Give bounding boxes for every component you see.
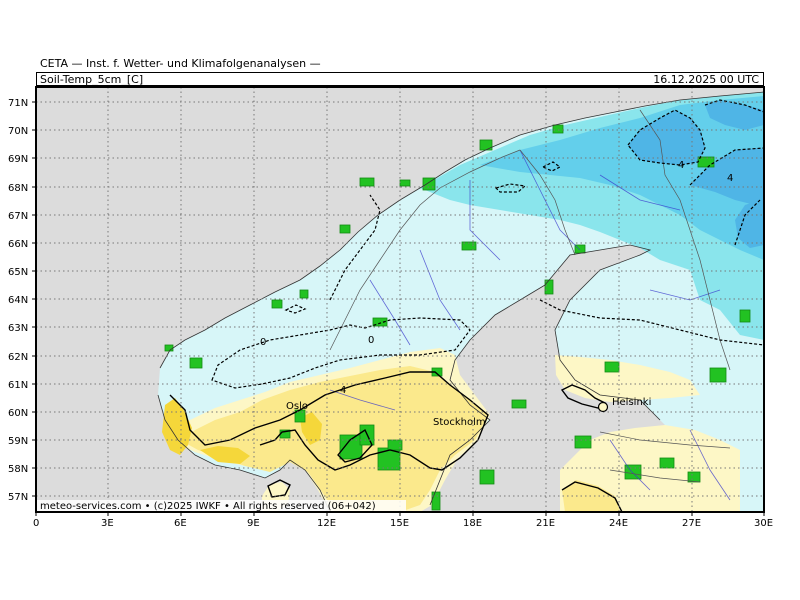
lat-label-64: 64N — [8, 295, 28, 306]
city-label-helsinki: Helsinki — [612, 397, 651, 408]
lat-axis: 71N 70N 69N 68N 67N 66N 65N 64N 63N 62N … — [8, 98, 36, 503]
lon-label-27e: 27E — [682, 518, 701, 529]
land-finland-south — [555, 355, 700, 402]
glacier-patches — [164, 124, 751, 511]
lon-label-21e: 21E — [536, 518, 555, 529]
city-helsinki: Helsinki — [597, 397, 651, 413]
city-label-stockholm: Stockholm — [433, 417, 486, 428]
lat-label-60: 60N — [8, 408, 28, 419]
lat-label-69: 69N — [8, 154, 28, 165]
lon-axis: 0 3E 6E 9E 12E 15E 18E 21E 24E 27E 30E — [33, 512, 773, 529]
city-label-oslo: Oslo — [286, 401, 308, 412]
city-stockholm: Stockholm — [433, 417, 486, 428]
lon-label-0: 0 — [33, 518, 39, 529]
lat-label-57: 57N — [8, 492, 28, 503]
contour-label-4c: 4 — [727, 173, 733, 184]
lon-label-15e: 15E — [390, 518, 409, 529]
lat-label-62: 62N — [8, 352, 28, 363]
parameter-label: Soil-Temp_5cm_[C] — [40, 73, 144, 86]
lat-label-58: 58N — [8, 464, 28, 475]
lat-label-67: 67N — [8, 211, 28, 222]
lat-label-61: 61N — [8, 380, 28, 391]
land-south-warm2 — [180, 366, 488, 512]
lon-label-3e: 3E — [101, 518, 114, 529]
rivers — [329, 149, 731, 501]
lon-label-12e: 12E — [317, 518, 336, 529]
credit-text: meteo-services.com • (c)2025 IWKF • All … — [40, 501, 376, 512]
lat-label-68: 68N — [8, 183, 28, 194]
lat-label-65: 65N — [8, 267, 28, 278]
city-oslo: Oslo — [286, 401, 308, 412]
land-south-warm3c — [300, 412, 322, 445]
land-coldest-2 — [705, 100, 764, 130]
lon-label-30e: 30E — [754, 518, 773, 529]
lon-label-6e: 6E — [174, 518, 187, 529]
contour-label-4b: 4 — [678, 160, 684, 171]
lat-label-66: 66N — [8, 239, 28, 250]
lon-label-24e: 24E — [609, 518, 628, 529]
land-coldest-4 — [735, 200, 764, 248]
graticule — [36, 87, 764, 512]
map-title: CETA — Inst. f. Wetter- und Klimafolgena… — [40, 57, 321, 70]
land-south-warm3b — [200, 446, 250, 464]
lon-label-9e: 9E — [247, 518, 260, 529]
lat-label-59: 59N — [8, 436, 28, 447]
parameter-bar: Soil-Temp_5cm_[C] 16.12.2025 00 UTC — [36, 72, 764, 86]
land-coldest-3 — [690, 148, 764, 205]
lat-label-71: 71N — [8, 98, 28, 109]
lat-label-63: 63N — [8, 323, 28, 334]
lat-label-70: 70N — [8, 126, 28, 137]
contour-label-0b: 0 — [368, 335, 374, 346]
contour-label-0a: 0 — [260, 337, 266, 348]
isolines — [169, 99, 764, 512]
land-coldest-1 — [628, 110, 705, 165]
contour-label-4a: 4 — [340, 385, 346, 396]
lon-label-18e: 18E — [463, 518, 482, 529]
valid-time: 16.12.2025 00 UTC — [653, 73, 759, 86]
